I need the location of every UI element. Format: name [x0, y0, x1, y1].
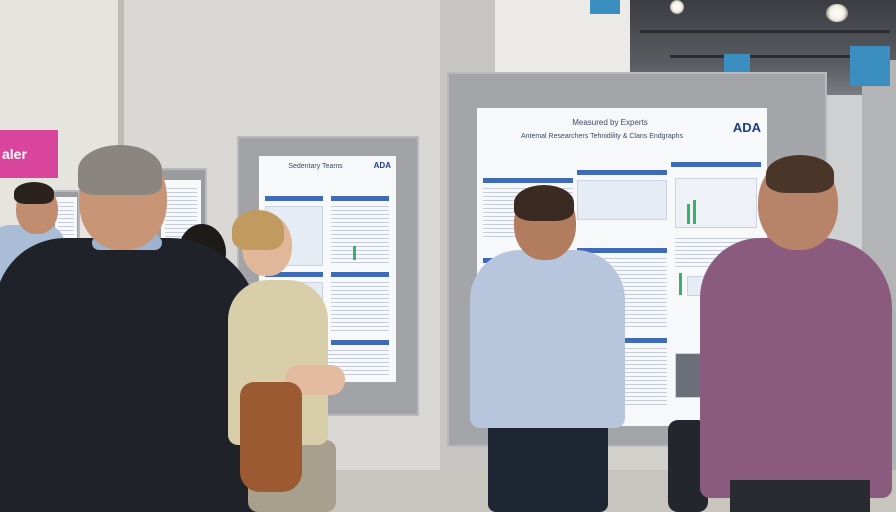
main-poster-logo: ADA	[732, 120, 761, 135]
middle-poster-logo: ADA	[373, 161, 391, 170]
ceiling-light	[670, 0, 684, 14]
ceiling-beam	[670, 55, 890, 58]
poster-figure	[577, 180, 667, 220]
blue-sign-top	[590, 0, 620, 14]
main-poster-title-1: Measured by Experts	[572, 118, 648, 127]
ceiling-light	[826, 4, 848, 22]
main-poster-title-2: Antemal Researchers Tehnidility & Clans …	[520, 133, 684, 140]
ceiling-beam	[640, 30, 890, 33]
pink-sign: aler	[0, 130, 58, 178]
brown-handbag	[240, 382, 302, 492]
middle-poster-title: Sedentary Teams	[288, 163, 343, 170]
blue-sign-right	[850, 46, 890, 86]
